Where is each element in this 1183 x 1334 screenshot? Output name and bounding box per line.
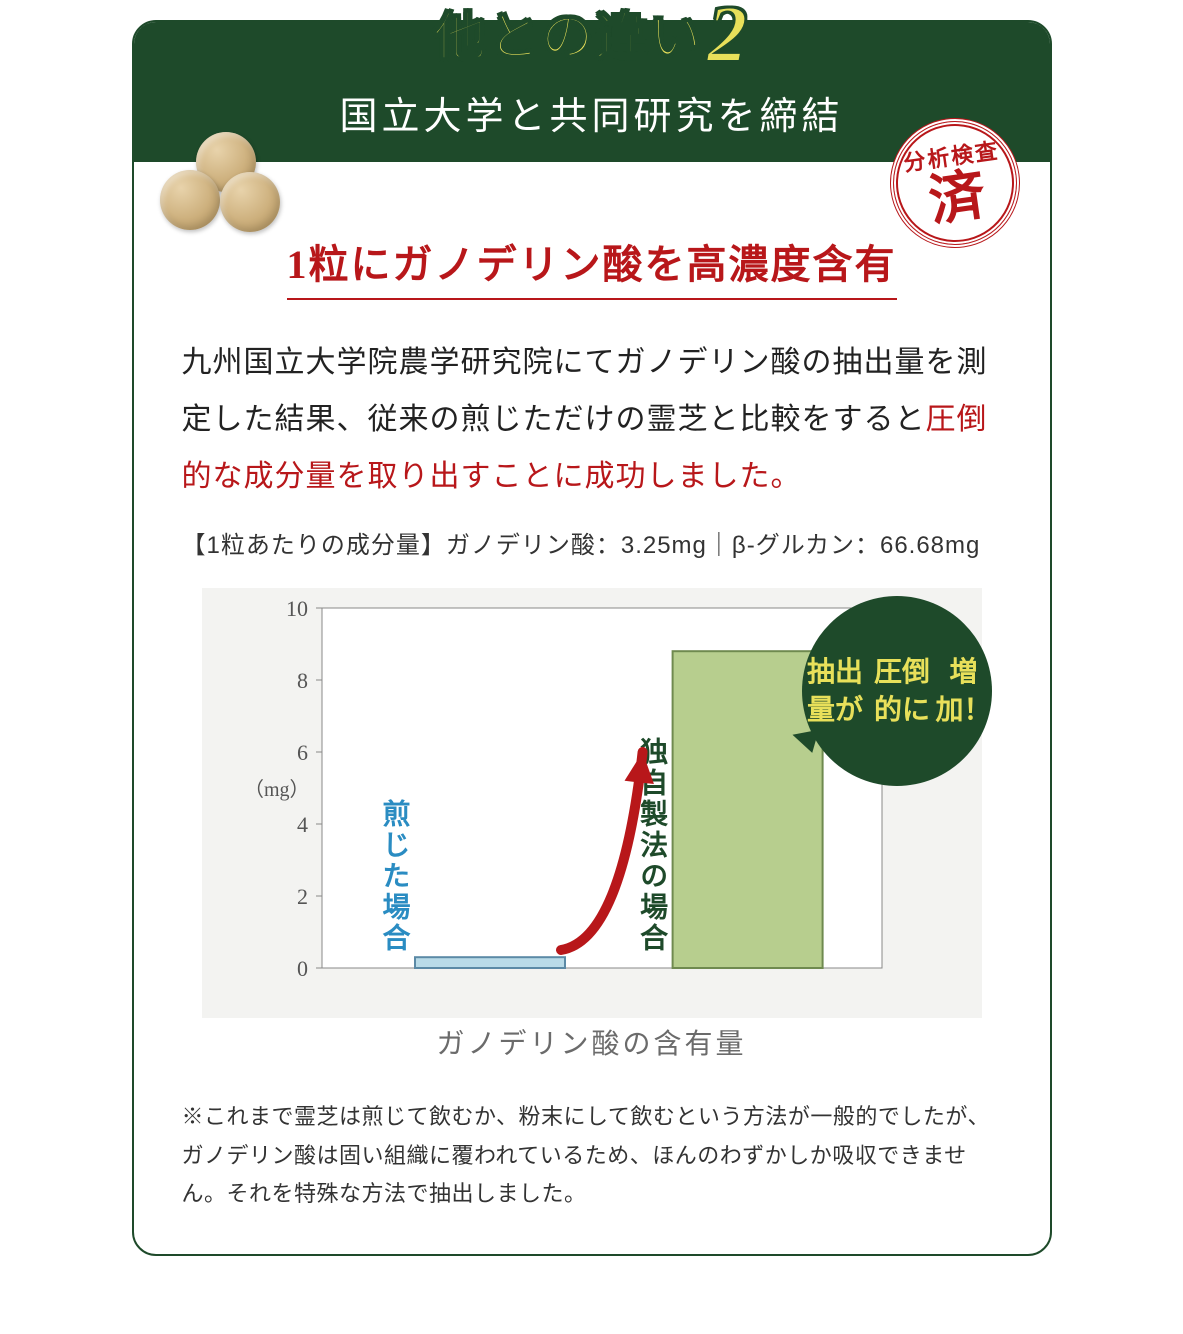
eyebrow-text: 他との違い bbox=[434, 10, 703, 67]
svg-text:8: 8 bbox=[297, 668, 308, 693]
paragraph-part1: 九州国立大学院農学研究院にてガノデリン酸の抽出量を測定した結果、従来の煎じただけ… bbox=[182, 346, 988, 436]
eyebrow-number: 2 bbox=[707, 0, 749, 79]
svg-text:0: 0 bbox=[297, 956, 308, 981]
card-body: 1粒にガノデリン酸を高濃度含有 九州国立大学院農学研究院にてガノデリン酸の抽出量… bbox=[134, 162, 1050, 1254]
svg-text:煎じた場合: 煎じた場合 bbox=[379, 798, 410, 954]
pill-icon bbox=[220, 172, 280, 232]
svg-text:10: 10 bbox=[286, 596, 308, 621]
svg-text:2: 2 bbox=[297, 884, 308, 909]
info-card: 他との違い2 国立大学と共同研究を締結 分析検査 済 1粒にガノデリン酸を高濃度… bbox=[132, 20, 1052, 1256]
svg-text:（mg）: （mg） bbox=[244, 778, 310, 801]
pill-icon bbox=[160, 170, 220, 230]
main-paragraph: 九州国立大学院農学研究院にてガノデリン酸の抽出量を測定した結果、従来の煎じただけ… bbox=[182, 334, 1002, 505]
chart-x-title: ガノデリン酸の含有量 bbox=[202, 1022, 982, 1062]
chart-container: 0246810（mg）煎じた場合独自製法の場合 抽出量が圧倒的に増加！ ガノデリ… bbox=[202, 588, 982, 1062]
pills-decoration bbox=[154, 132, 294, 232]
ingredient-meta: 【1粒あたりの成分量】ガノデリン酸：3.25mg｜β-グルカン：66.68mg bbox=[182, 525, 1002, 560]
svg-text:4: 4 bbox=[297, 812, 308, 837]
callout-bubble: 抽出量が圧倒的に増加！ bbox=[802, 596, 992, 786]
svg-text:6: 6 bbox=[297, 740, 308, 765]
headline: 1粒にガノデリン酸を高濃度含有 bbox=[287, 232, 897, 300]
eyebrow: 他との違い2 bbox=[434, 0, 749, 81]
stamp-main-text: 済 bbox=[925, 167, 988, 230]
footnote: ※これまで霊芝は煎じて飲むか、粉末にして飲むという方法が一般的でしたが、ガノデリ… bbox=[182, 1098, 1002, 1214]
